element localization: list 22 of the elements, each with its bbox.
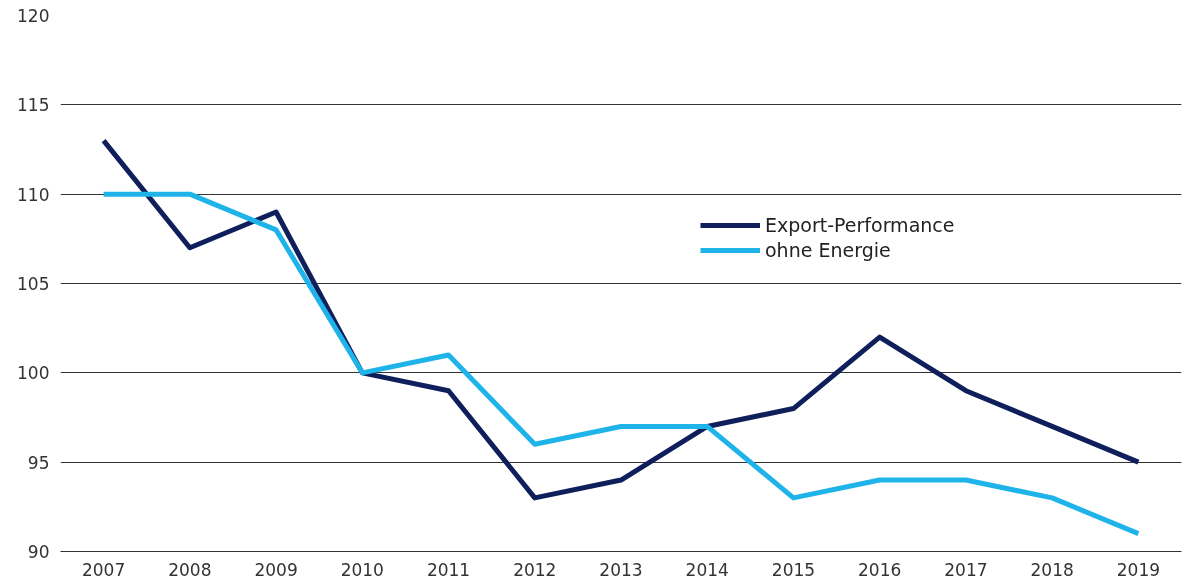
x-tick-label: 2017: [944, 559, 988, 578]
x-tick-label: 2011: [426, 559, 471, 578]
x-tick-label: 2007: [81, 559, 126, 578]
x-tick-label: 2015: [771, 559, 816, 578]
x-tick-label: 2009: [254, 559, 298, 578]
x-tick-label: 2012: [513, 559, 557, 578]
x-tick-label: 2013: [599, 559, 643, 578]
x-tick-label: 2008: [168, 559, 212, 578]
x-tick-label: 2016: [858, 559, 902, 578]
y-tick-label: 90: [27, 542, 50, 562]
y-tick-label: 95: [27, 452, 50, 473]
y-tick-label: 115: [17, 95, 50, 116]
y-tick-label: 100: [17, 363, 50, 384]
x-tick-label: 2014: [685, 559, 729, 578]
legend-label: Export-Performance: [765, 214, 955, 236]
y-tick-label: 105: [17, 274, 50, 294]
legend-label: ohne Energie: [765, 239, 891, 261]
x-tick-label: 2010: [340, 559, 384, 578]
x-tick-label: 2018: [1030, 559, 1074, 578]
y-tick-label: 110: [17, 184, 50, 205]
x-tick-label: 2019: [1116, 559, 1161, 578]
y-tick-label: 120: [17, 6, 50, 26]
